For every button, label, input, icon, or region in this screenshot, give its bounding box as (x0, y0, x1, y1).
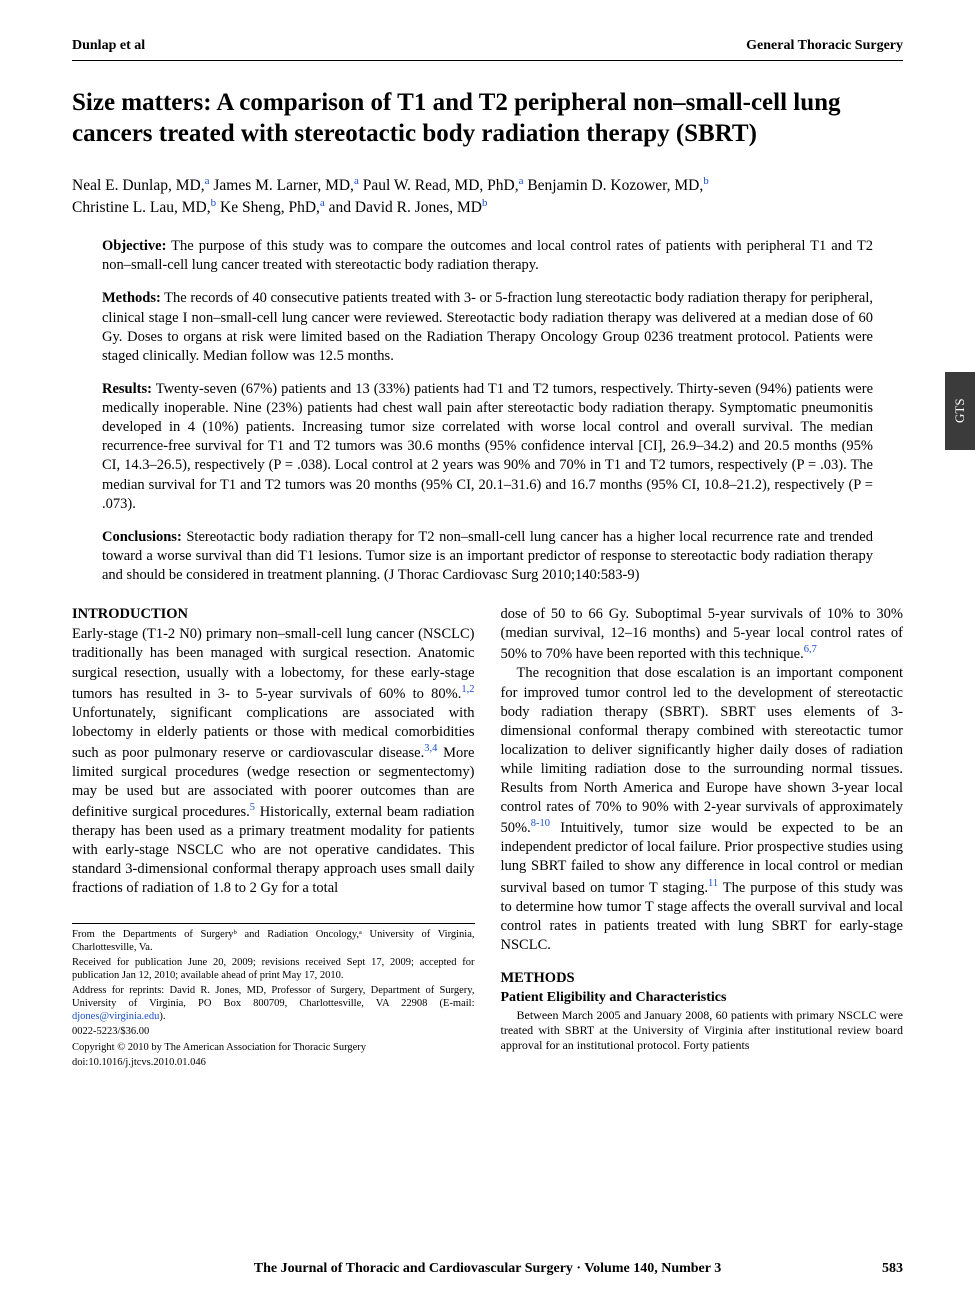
header-rule (72, 60, 903, 61)
abstract-label: Conclusions: (102, 529, 182, 545)
left-column: INTRODUCTION Early-stage (T1-2 N0) prima… (72, 605, 475, 1071)
affiliation-sup: b (482, 197, 488, 209)
running-header: Dunlap et al General Thoracic Surgery (72, 38, 903, 54)
affiliation-sup: a (519, 175, 524, 187)
body-text: Unfortunately, significant complications… (72, 705, 475, 761)
intro-paragraph: Early-stage (T1-2 N0) primary non–small-… (72, 625, 475, 898)
body-text: The recognition that dose escalation is … (501, 665, 904, 836)
page-number: 583 (882, 1261, 903, 1277)
abstract-conclusions: Conclusions: Stereotactic body radiation… (102, 528, 873, 585)
email-link[interactable]: djones@virginia.edu (72, 1011, 159, 1022)
affiliation-sup: a (354, 175, 359, 187)
footer-journal: The Journal of Thoracic and Cardiovascul… (254, 1261, 721, 1277)
abstract-text: Stereotactic body radiation therapy for … (102, 529, 873, 583)
footnotes: From the Departments of Surgeryᵇ and Rad… (72, 928, 475, 1069)
abstract-objective: Objective: The purpose of this study was… (102, 237, 873, 275)
body-paragraph: The recognition that dose escalation is … (501, 664, 904, 955)
citation-sup[interactable]: 8-10 (531, 818, 550, 829)
section-tab: GTS (945, 372, 975, 450)
author: Benjamin D. Kozower, MD, (527, 177, 703, 194)
abstract-methods: Methods: The records of 40 consecutive p… (102, 289, 873, 366)
article-title: Size matters: A comparison of T1 and T2 … (72, 87, 903, 150)
section-heading-methods: METHODS (501, 969, 904, 988)
abstract-label: Results: (102, 381, 152, 397)
affiliation-sup: a (205, 175, 210, 187)
footnote-copyright: Copyright © 2010 by The American Associa… (72, 1041, 475, 1054)
footnote-text: ). (159, 1011, 165, 1022)
affiliation-sup: a (320, 197, 325, 209)
abstract: Objective: The purpose of this study was… (102, 237, 873, 585)
footnote-affiliation: From the Departments of Surgeryᵇ and Rad… (72, 928, 475, 954)
affiliation-sup: b (211, 197, 217, 209)
methods-paragraph: Between March 2005 and January 2008, 60 … (501, 1008, 904, 1054)
footnote-text: Address for reprints: David R. Jones, MD… (72, 985, 475, 1009)
header-section: General Thoracic Surgery (746, 38, 903, 54)
footnote-reprints: Address for reprints: David R. Jones, MD… (72, 984, 475, 1023)
author: Neal E. Dunlap, MD, (72, 177, 205, 194)
citation-sup[interactable]: 11 (708, 878, 718, 889)
body-text: dose of 50 to 66 Gy. Suboptimal 5-year s… (501, 606, 904, 662)
footnote-rule (72, 923, 475, 924)
author-list: Neal E. Dunlap, MD,a James M. Larner, MD… (72, 174, 903, 220)
header-author: Dunlap et al (72, 38, 145, 54)
author: and David R. Jones, MD (329, 200, 482, 217)
page-footer: The Journal of Thoracic and Cardiovascul… (72, 1261, 903, 1277)
citation-sup[interactable]: 6,7 (804, 644, 817, 655)
citation-sup[interactable]: 1,2 (461, 684, 474, 695)
affiliation-sup: b (703, 175, 709, 187)
footnote-dates: Received for publication June 20, 2009; … (72, 956, 475, 982)
footnote-issn: 0022-5223/$36.00 (72, 1025, 475, 1038)
author: Christine L. Lau, MD, (72, 200, 211, 217)
abstract-text: The records of 40 consecutive patients t… (102, 290, 873, 363)
abstract-text: The purpose of this study was to compare… (102, 238, 873, 273)
abstract-text: Twenty-seven (67%) patients and 13 (33%)… (102, 381, 873, 512)
citation-sup[interactable]: 3,4 (424, 743, 437, 754)
abstract-label: Methods: (102, 290, 161, 306)
author: Ke Sheng, PhD, (220, 200, 320, 217)
body-paragraph: dose of 50 to 66 Gy. Suboptimal 5-year s… (501, 605, 904, 664)
body-text: Early-stage (T1-2 N0) primary non–small-… (72, 626, 475, 701)
section-heading-introduction: INTRODUCTION (72, 605, 475, 624)
author: Paul W. Read, MD, PhD, (363, 177, 519, 194)
author: James M. Larner, MD, (213, 177, 354, 194)
footnote-doi: doi:10.1016/j.jtcvs.2010.01.046 (72, 1056, 475, 1069)
body-columns: INTRODUCTION Early-stage (T1-2 N0) prima… (72, 605, 903, 1071)
abstract-results: Results: Twenty-seven (67%) patients and… (102, 380, 873, 514)
right-column: dose of 50 to 66 Gy. Suboptimal 5-year s… (501, 605, 904, 1071)
subsection-heading: Patient Eligibility and Characteristics (501, 989, 904, 1007)
abstract-label: Objective: (102, 238, 166, 254)
